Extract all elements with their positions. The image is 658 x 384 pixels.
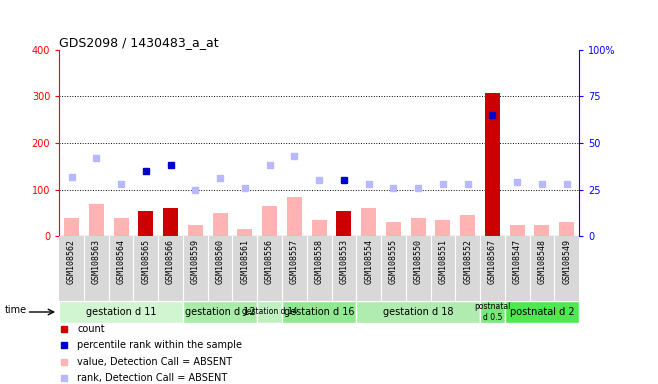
- Bar: [460, 215, 475, 236]
- Bar: [59, 301, 183, 323]
- Text: gestation d 12: gestation d 12: [185, 307, 255, 317]
- Text: GSM108556: GSM108556: [265, 240, 274, 285]
- Bar: [436, 220, 450, 236]
- Bar: [138, 210, 153, 236]
- Text: gestation d 16: gestation d 16: [284, 307, 355, 317]
- Bar: [114, 217, 128, 236]
- Bar: [356, 301, 480, 323]
- Bar: [312, 220, 326, 236]
- Text: GSM108552: GSM108552: [463, 240, 472, 285]
- Bar: [510, 225, 524, 236]
- Bar: [188, 225, 203, 236]
- Text: GSM108566: GSM108566: [166, 240, 175, 285]
- Bar: [485, 93, 500, 236]
- Text: GSM108557: GSM108557: [290, 240, 299, 285]
- Text: time: time: [5, 305, 27, 315]
- Bar: [238, 229, 252, 236]
- Bar: [336, 210, 351, 236]
- Text: GSM108561: GSM108561: [240, 240, 249, 285]
- Text: GSM108555: GSM108555: [389, 240, 398, 285]
- Bar: [480, 301, 505, 323]
- Text: postnatal
d 0.5: postnatal d 0.5: [474, 302, 511, 322]
- Bar: [282, 301, 356, 323]
- Text: percentile rank within the sample: percentile rank within the sample: [78, 340, 242, 350]
- Text: rank, Detection Call = ABSENT: rank, Detection Call = ABSENT: [78, 373, 228, 383]
- Text: gestation d 11: gestation d 11: [86, 307, 157, 317]
- Text: GSM108565: GSM108565: [141, 240, 151, 285]
- Bar: [505, 301, 579, 323]
- Text: count: count: [78, 324, 105, 334]
- Bar: [64, 217, 79, 236]
- Text: GSM108562: GSM108562: [67, 240, 76, 285]
- Bar: [89, 204, 104, 236]
- Text: value, Detection Call = ABSENT: value, Detection Call = ABSENT: [78, 357, 232, 367]
- Text: GSM108553: GSM108553: [340, 240, 348, 285]
- Text: postnatal d 2: postnatal d 2: [509, 307, 574, 317]
- Bar: [534, 225, 549, 236]
- Text: GSM108564: GSM108564: [116, 240, 126, 285]
- Bar: [262, 206, 277, 236]
- Bar: [257, 301, 282, 323]
- Text: GSM108551: GSM108551: [438, 240, 447, 285]
- Text: GSM108558: GSM108558: [315, 240, 324, 285]
- Text: gestation d 18: gestation d 18: [383, 307, 453, 317]
- Bar: [386, 222, 401, 236]
- Bar: [213, 213, 228, 236]
- Text: GSM108567: GSM108567: [488, 240, 497, 285]
- Text: GSM108560: GSM108560: [216, 240, 224, 285]
- Bar: [287, 197, 302, 236]
- Text: GSM108559: GSM108559: [191, 240, 200, 285]
- Bar: [411, 217, 426, 236]
- Text: GSM108554: GSM108554: [364, 240, 373, 285]
- Text: GSM108563: GSM108563: [92, 240, 101, 285]
- Bar: [559, 222, 574, 236]
- Bar: [163, 208, 178, 236]
- Text: GSM108547: GSM108547: [513, 240, 522, 285]
- Text: GDS2098 / 1430483_a_at: GDS2098 / 1430483_a_at: [59, 36, 219, 49]
- Text: GSM108549: GSM108549: [562, 240, 571, 285]
- Text: GSM108548: GSM108548: [538, 240, 546, 285]
- Bar: [183, 301, 257, 323]
- Text: gestation d 14: gestation d 14: [242, 308, 297, 316]
- Text: GSM108550: GSM108550: [414, 240, 422, 285]
- Bar: [361, 208, 376, 236]
